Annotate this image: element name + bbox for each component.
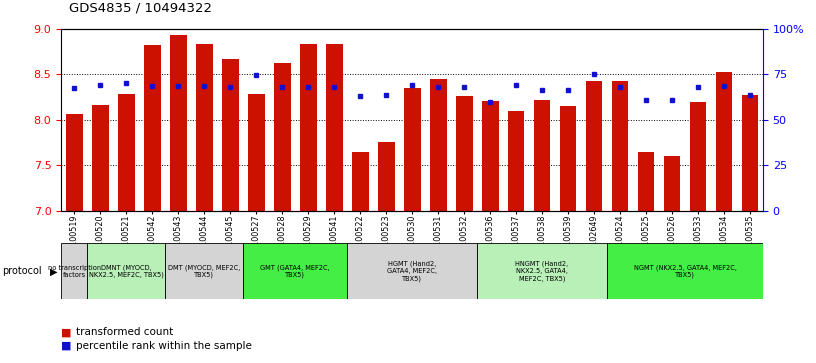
Bar	[118, 94, 135, 211]
Bar	[637, 151, 654, 211]
Text: HGMT (Hand2,
GATA4, MEF2C,
TBX5): HGMT (Hand2, GATA4, MEF2C, TBX5)	[387, 261, 437, 282]
Bar	[690, 102, 707, 211]
Bar	[61, 243, 87, 299]
Bar	[378, 142, 394, 211]
Bar	[273, 62, 290, 211]
Bar	[455, 96, 472, 211]
Text: NGMT (NKX2.5, GATA4, MEF2C,
TBX5): NGMT (NKX2.5, GATA4, MEF2C, TBX5)	[633, 264, 736, 278]
Bar	[611, 81, 628, 211]
Bar	[586, 81, 602, 211]
Bar	[66, 114, 82, 211]
Text: protocol: protocol	[2, 266, 42, 276]
Bar	[508, 111, 525, 211]
Text: no transcription
factors: no transcription factors	[47, 265, 100, 278]
Bar	[243, 243, 347, 299]
Text: DMNT (MYOCD,
NKX2.5, MEF2C, TBX5): DMNT (MYOCD, NKX2.5, MEF2C, TBX5)	[89, 264, 164, 278]
Text: ▶: ▶	[50, 266, 57, 276]
Bar	[534, 100, 551, 211]
Bar	[742, 95, 758, 211]
Bar	[170, 36, 187, 211]
Bar	[248, 94, 264, 211]
Bar	[352, 151, 369, 211]
Text: transformed count: transformed count	[76, 327, 173, 337]
Bar	[716, 72, 733, 211]
Text: ■: ■	[61, 340, 72, 351]
Bar	[404, 88, 420, 211]
Bar	[196, 44, 213, 211]
Bar	[87, 243, 165, 299]
Bar	[165, 243, 243, 299]
Bar	[481, 101, 499, 211]
Bar	[429, 79, 446, 211]
Bar	[663, 156, 681, 211]
Text: DMT (MYOCD, MEF2C,
TBX5): DMT (MYOCD, MEF2C, TBX5)	[168, 264, 240, 278]
Bar	[222, 59, 238, 211]
Bar	[299, 44, 317, 211]
Text: GDS4835 / 10494322: GDS4835 / 10494322	[69, 1, 212, 15]
Bar	[326, 44, 343, 211]
Bar	[607, 243, 763, 299]
Bar	[144, 45, 161, 211]
Text: ■: ■	[61, 327, 72, 337]
Bar	[477, 243, 607, 299]
Text: HNGMT (Hand2,
NKX2.5, GATA4,
MEF2C, TBX5): HNGMT (Hand2, NKX2.5, GATA4, MEF2C, TBX5…	[516, 261, 569, 282]
Text: percentile rank within the sample: percentile rank within the sample	[76, 340, 252, 351]
Text: GMT (GATA4, MEF2C,
TBX5): GMT (GATA4, MEF2C, TBX5)	[260, 264, 330, 278]
Bar	[560, 106, 576, 211]
Bar	[347, 243, 477, 299]
Bar	[91, 105, 109, 211]
